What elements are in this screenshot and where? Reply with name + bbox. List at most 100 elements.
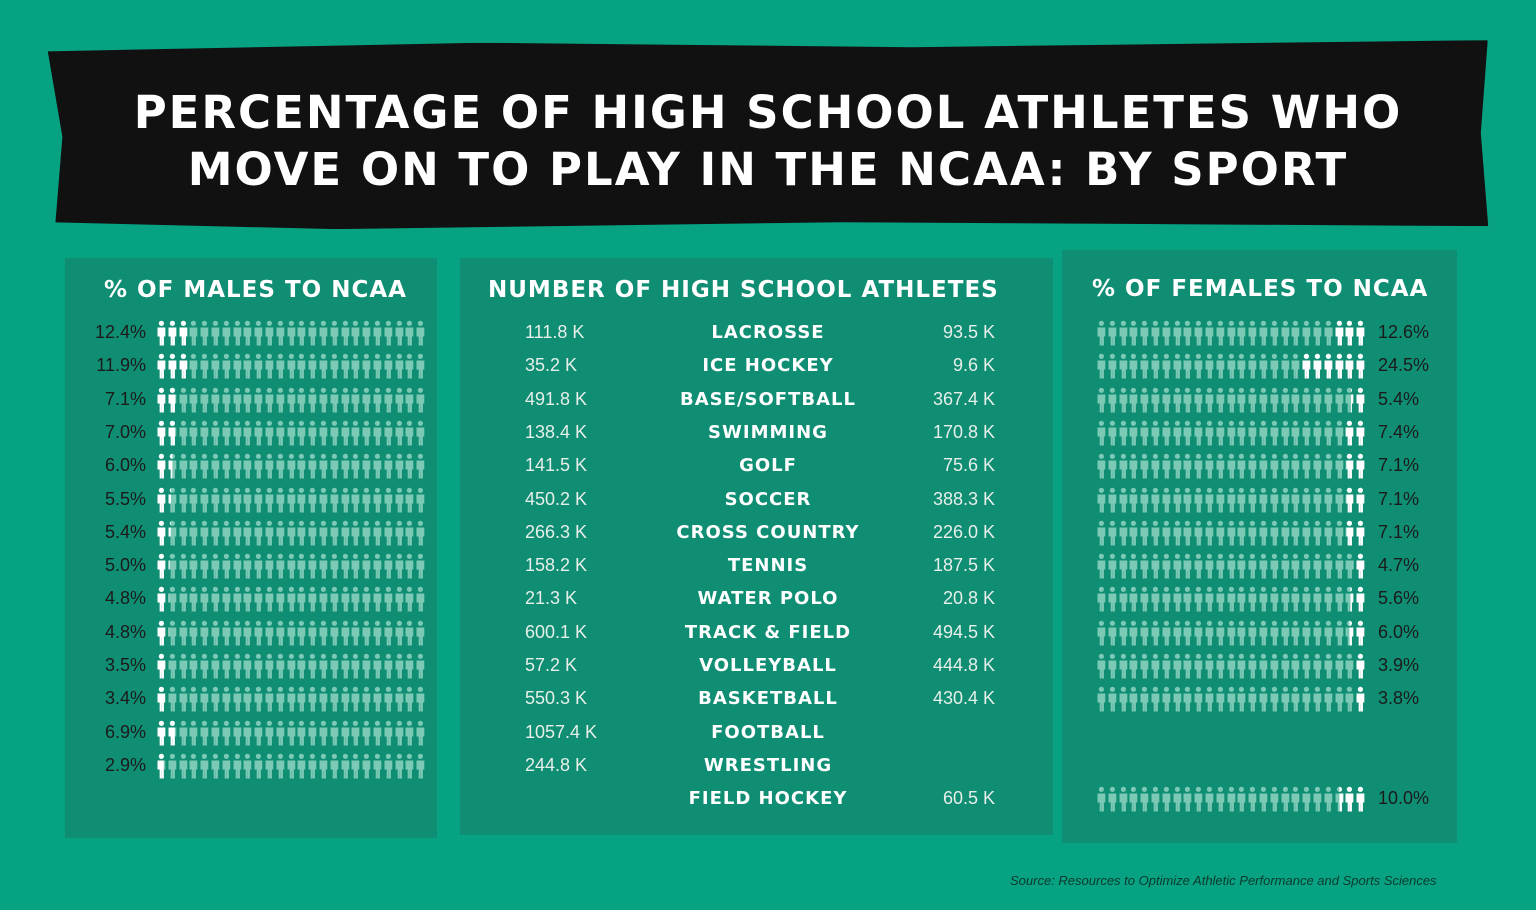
person-icon-empty xyxy=(287,653,295,679)
person-icon-empty xyxy=(308,420,317,446)
person-icon-empty xyxy=(179,753,187,779)
person-icon-empty xyxy=(416,720,425,746)
person-icon-empty xyxy=(276,453,285,479)
person-icon-partial xyxy=(168,453,177,479)
person-icon-empty xyxy=(1227,587,1235,612)
person-icon-empty xyxy=(1335,620,1343,646)
person-icon-empty xyxy=(1259,786,1268,812)
person-icon-empty xyxy=(1227,620,1235,646)
person-icon-filled xyxy=(157,387,166,413)
person-icon-empty xyxy=(211,487,220,512)
person-icon-empty xyxy=(1291,520,1300,546)
person-icon-empty xyxy=(1216,487,1225,512)
person-icon-empty xyxy=(1259,620,1268,646)
title-line-1: PERCENTAGE OF HIGH SCHOOL ATHLETES WHO xyxy=(133,86,1403,139)
person-icon-empty xyxy=(1194,520,1203,546)
person-icon-empty xyxy=(287,753,295,779)
male-pct-label: 5.5% xyxy=(104,488,146,509)
person-icon-empty xyxy=(1173,786,1181,812)
person-icon-filled xyxy=(1324,354,1333,379)
person-icon-empty xyxy=(297,553,306,579)
person-icon-empty xyxy=(1237,553,1246,579)
person-icon-empty xyxy=(1129,520,1138,546)
person-icon-empty xyxy=(395,587,403,612)
person-icon-empty xyxy=(211,320,220,346)
person-icon-empty xyxy=(351,720,360,746)
person-icon-empty xyxy=(1119,553,1127,579)
person-icon-empty xyxy=(395,387,403,413)
person-icon-empty xyxy=(179,720,187,746)
person-icon-empty xyxy=(1194,354,1203,379)
person-icon-empty xyxy=(1259,320,1268,346)
person-icon-empty xyxy=(1281,487,1289,512)
person-icon-empty xyxy=(308,520,317,546)
person-icon-empty xyxy=(1140,520,1149,546)
person-icon-empty xyxy=(1270,387,1279,413)
person-icon-empty xyxy=(1183,487,1192,512)
person-icon-empty xyxy=(1205,487,1214,512)
person-icon-empty xyxy=(1194,420,1203,446)
male-pictogram-row xyxy=(156,420,426,446)
person-icon-empty xyxy=(395,487,403,512)
person-icon-empty xyxy=(1270,320,1279,346)
person-icon-empty xyxy=(1183,520,1192,546)
person-icon-filled xyxy=(1335,354,1343,379)
title-line-2: MOVE ON TO PLAY IN THE NCAA: BY SPORT xyxy=(187,143,1349,196)
person-icon-empty xyxy=(265,354,274,379)
person-icon-empty xyxy=(362,753,371,779)
person-icon-empty xyxy=(233,687,241,712)
person-icon-empty xyxy=(373,720,382,746)
person-icon-empty xyxy=(265,753,274,779)
person-icon-empty xyxy=(1097,553,1106,579)
person-icon-empty xyxy=(200,420,209,446)
person-icon-empty xyxy=(1194,387,1203,413)
person-icon-empty xyxy=(1324,520,1333,546)
males-header: % OF MALES TO NCAA xyxy=(104,277,407,303)
person-icon-empty xyxy=(308,320,317,346)
person-icon-empty xyxy=(168,687,177,712)
person-icon-partial xyxy=(168,620,177,646)
athletes-panel xyxy=(460,258,1053,835)
person-icon-partial xyxy=(1335,786,1343,812)
person-icon-empty xyxy=(362,387,371,413)
person-icon-partial xyxy=(168,553,177,579)
female-pictogram-row xyxy=(1096,387,1366,413)
person-icon-empty xyxy=(1140,553,1149,579)
person-icon-empty xyxy=(1248,520,1257,546)
person-icon-empty xyxy=(330,553,339,579)
person-icon-empty xyxy=(1183,354,1192,379)
person-icon-empty xyxy=(200,320,209,346)
person-icon-empty xyxy=(297,620,306,646)
sport-label: BASE/SOFTBALL xyxy=(680,388,856,410)
person-icon-empty xyxy=(1291,786,1300,812)
person-icon-empty xyxy=(1108,553,1117,579)
person-icon-empty xyxy=(1281,653,1289,679)
male-pct-label: 7.1% xyxy=(104,388,146,409)
female-pictogram-row xyxy=(1096,786,1366,812)
person-icon-filled xyxy=(1345,320,1354,346)
person-icon-empty xyxy=(222,354,231,379)
person-icon-empty xyxy=(287,520,295,546)
person-icon-empty xyxy=(405,687,414,712)
person-icon-empty xyxy=(276,320,285,346)
person-icon-empty xyxy=(1151,587,1160,612)
person-icon-empty xyxy=(1281,387,1289,413)
person-icon-empty xyxy=(1302,387,1311,413)
person-icon-empty xyxy=(297,753,306,779)
person-icon-empty xyxy=(319,420,328,446)
male-pictogram-row xyxy=(156,520,426,546)
person-icon-empty xyxy=(1129,786,1138,812)
person-icon-empty xyxy=(1205,420,1214,446)
person-icon-empty xyxy=(1237,520,1246,546)
person-icon-empty xyxy=(1302,653,1311,679)
person-icon-empty xyxy=(200,553,209,579)
person-icon-empty xyxy=(200,587,209,612)
person-icon-empty xyxy=(1205,520,1214,546)
person-icon-filled xyxy=(157,320,166,346)
person-icon-empty xyxy=(1335,387,1343,413)
person-icon-empty xyxy=(373,387,382,413)
person-icon-empty xyxy=(1302,553,1311,579)
person-icon-empty xyxy=(254,387,263,413)
person-icon-empty xyxy=(1291,620,1300,646)
person-icon-empty xyxy=(1097,487,1106,512)
